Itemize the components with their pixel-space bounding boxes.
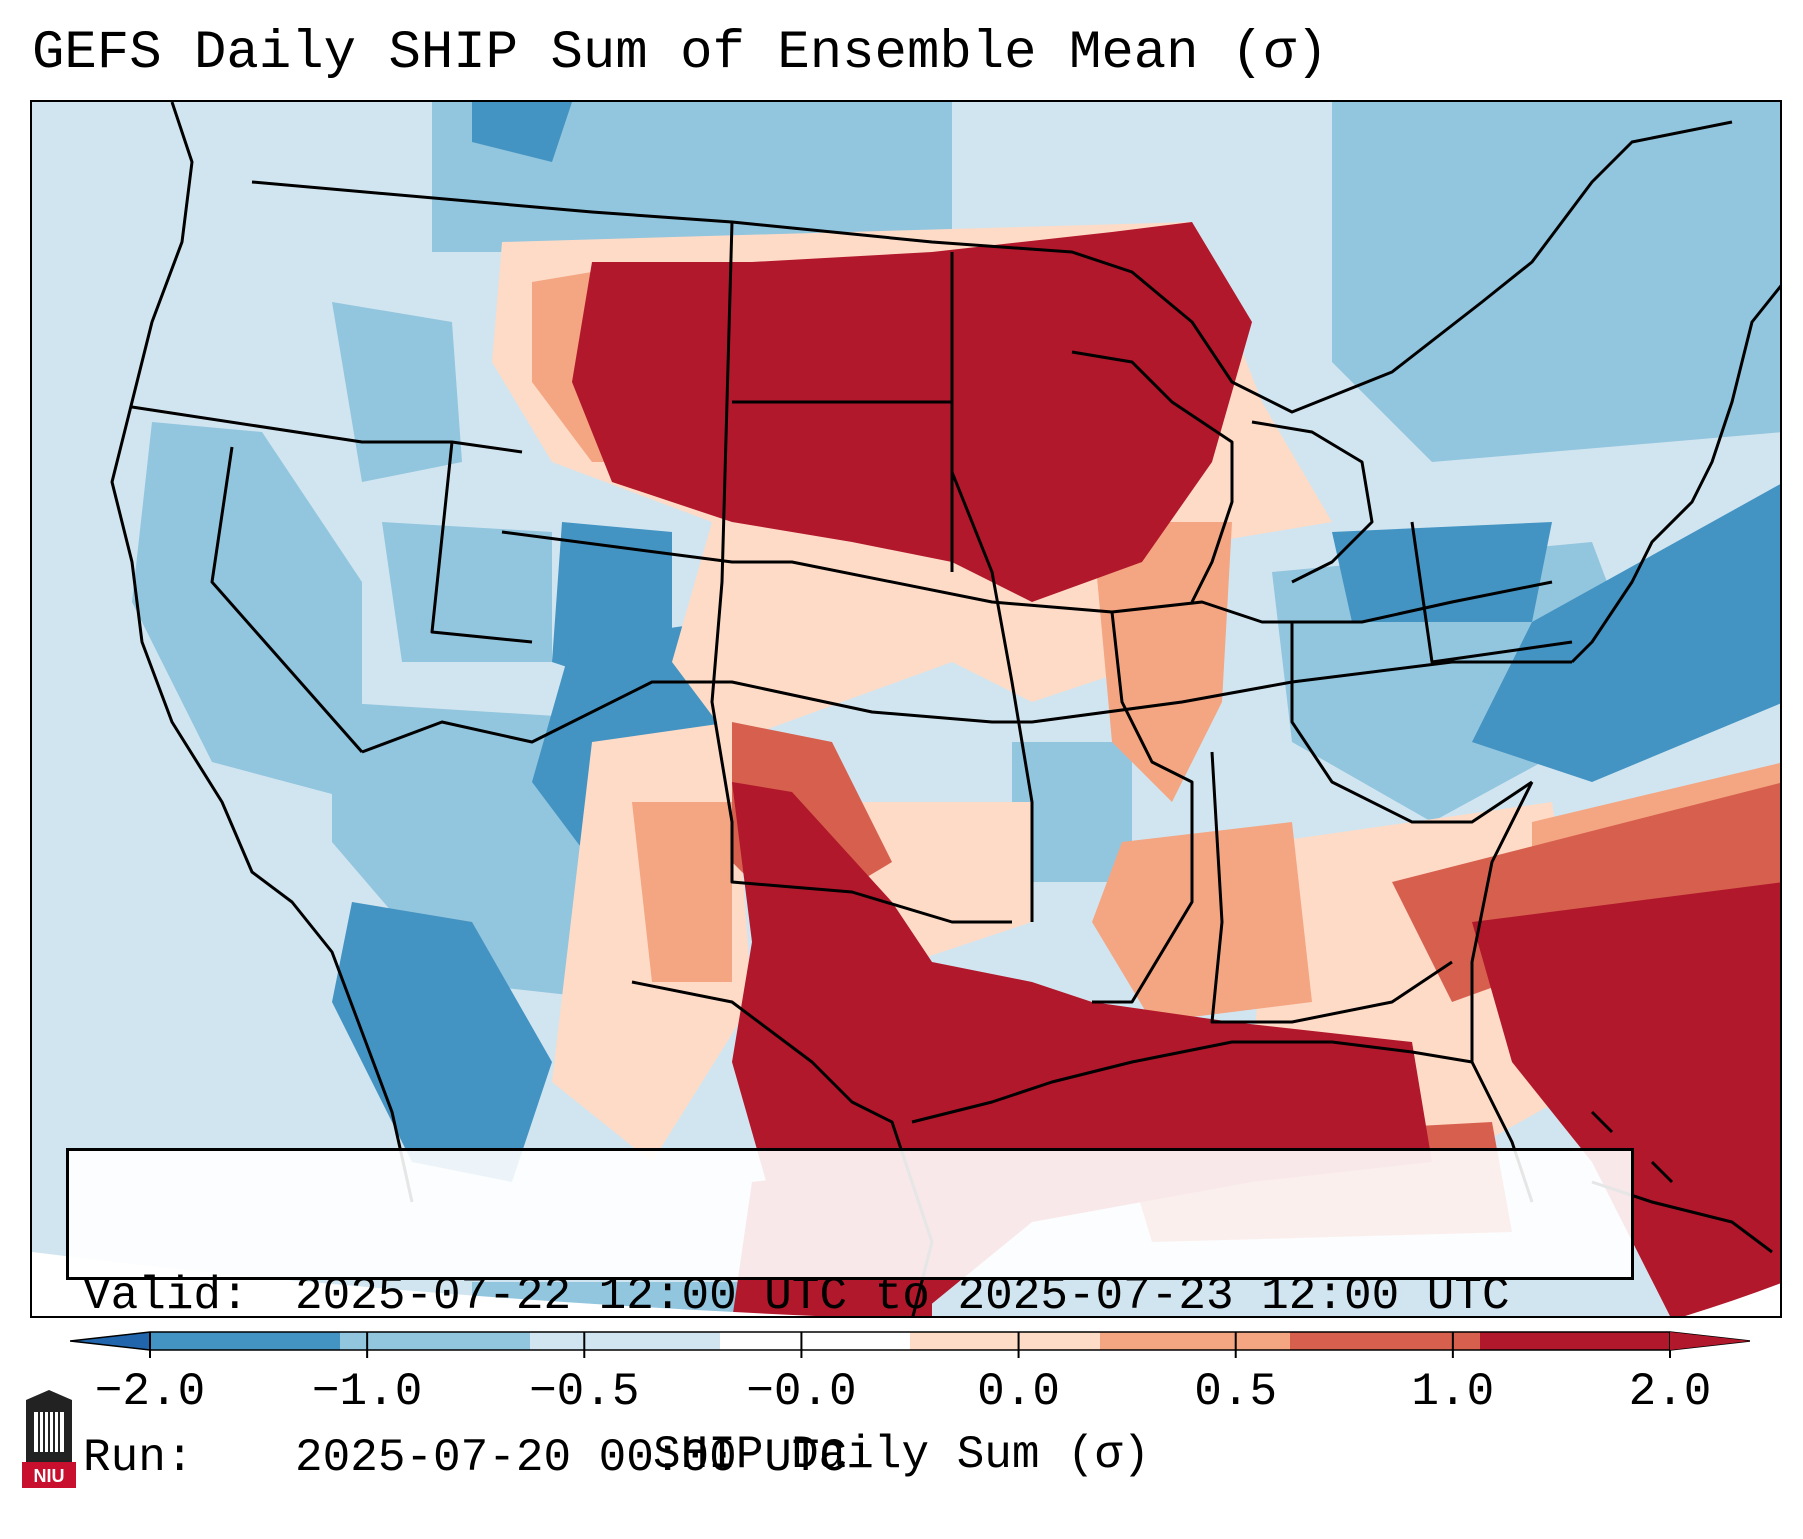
bahamas-outline	[1590, 1110, 1674, 1184]
anomaly-map	[30, 100, 1782, 1318]
colorbar-under-arrow	[70, 1332, 150, 1350]
pa-border	[1410, 521, 1573, 664]
lake-michigan-shore	[1071, 350, 1234, 603]
or-wa-border	[131, 405, 523, 454]
projection-edge-bottom-right	[1685, 1283, 1780, 1316]
pacific-coastline	[110, 102, 414, 1203]
colorbar-segment	[1480, 1332, 1671, 1350]
colorbar-label: SHIP Daily Sum (σ)	[653, 1429, 1150, 1481]
run-value: 2025-07-20 00:00 UTC	[295, 1432, 848, 1484]
colorbar-over-arrow	[1670, 1332, 1750, 1350]
run-label: Run:	[83, 1432, 194, 1484]
michigan-thumb	[1251, 420, 1374, 584]
colorbar-segment	[530, 1332, 721, 1350]
colorbar-segment	[150, 1332, 341, 1350]
mid-border-line	[361, 660, 1572, 754]
id-border	[430, 441, 533, 644]
plains-border	[710, 221, 1012, 924]
atlantic-coastline	[1570, 284, 1780, 664]
colorbar-tick-label: −1.0	[311, 1366, 423, 1418]
colorbar-tick-label: −0.5	[529, 1366, 640, 1418]
colorbar-segment	[910, 1332, 1101, 1350]
central-border-line	[501, 530, 1553, 624]
colorbar-segment	[1290, 1332, 1481, 1350]
northern-border	[251, 120, 1733, 414]
colorbar-segments	[70, 1331, 1750, 1358]
university-tower-icon: NIU	[22, 1390, 76, 1488]
mn-ia-mo-border	[950, 252, 1034, 922]
colorbar-tick-label: 0.0	[977, 1366, 1060, 1418]
colorbar-tick-label: 1.0	[1411, 1366, 1495, 1418]
chart-title: GEFS Daily SHIP Sum of Ensemble Mean (σ)	[32, 23, 1329, 84]
validity-info-box: Valid: 2025-07-22 12:00 UTC to 2025-07-2…	[66, 1148, 1634, 1484]
gulf-coastline	[911, 1040, 1473, 1124]
colorbar-tick-label: −2.0	[94, 1366, 206, 1418]
colorbar-segment	[1100, 1332, 1291, 1350]
map-canvas	[32, 102, 1780, 1316]
logo-text: NIU	[34, 1466, 65, 1486]
colorbar	[70, 1331, 1750, 1358]
tn-nc-border	[1290, 622, 1533, 824]
projection-edge-bottom-left	[32, 1252, 816, 1316]
colorbar-tick-label: 0.5	[1194, 1366, 1278, 1418]
al-ga-border	[1210, 751, 1453, 1024]
ms-river-border	[1092, 611, 1194, 1004]
state-borders	[110, 102, 1780, 1316]
colorbar-tick-label: 2.0	[1628, 1366, 1712, 1418]
ca-nv-border	[210, 446, 364, 753]
valid-value: 2025-07-22 12:00 UTC to 2025-07-23 12:00…	[295, 1270, 1510, 1322]
anomaly-field-salmon	[532, 262, 1780, 1022]
colorbar-segment	[340, 1332, 531, 1350]
colorbar-segment	[720, 1332, 911, 1350]
colorbar-tick-label: −0.0	[746, 1366, 857, 1418]
valid-label: Valid:	[83, 1270, 249, 1322]
